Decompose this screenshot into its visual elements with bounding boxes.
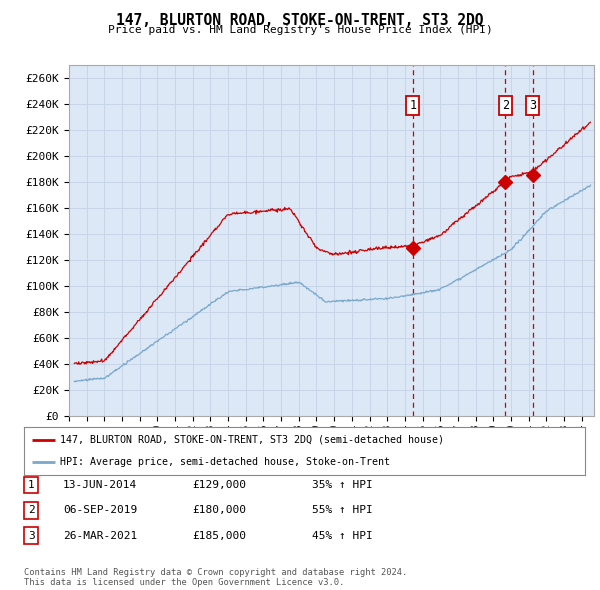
- Text: 3: 3: [28, 531, 35, 540]
- Text: 1: 1: [28, 480, 35, 490]
- Text: £180,000: £180,000: [192, 506, 246, 515]
- Text: £185,000: £185,000: [192, 531, 246, 540]
- Text: 13-JUN-2014: 13-JUN-2014: [63, 480, 137, 490]
- Text: 35% ↑ HPI: 35% ↑ HPI: [312, 480, 373, 490]
- Text: 45% ↑ HPI: 45% ↑ HPI: [312, 531, 373, 540]
- Text: HPI: Average price, semi-detached house, Stoke-on-Trent: HPI: Average price, semi-detached house,…: [61, 457, 391, 467]
- Text: 2: 2: [502, 99, 509, 112]
- Text: 2: 2: [28, 506, 35, 515]
- Text: 1: 1: [409, 99, 416, 112]
- Text: 55% ↑ HPI: 55% ↑ HPI: [312, 506, 373, 515]
- Text: 3: 3: [529, 99, 536, 112]
- Text: 06-SEP-2019: 06-SEP-2019: [63, 506, 137, 515]
- Text: Contains HM Land Registry data © Crown copyright and database right 2024.
This d: Contains HM Land Registry data © Crown c…: [24, 568, 407, 587]
- Text: 26-MAR-2021: 26-MAR-2021: [63, 531, 137, 540]
- Text: Price paid vs. HM Land Registry's House Price Index (HPI): Price paid vs. HM Land Registry's House …: [107, 25, 493, 35]
- Text: £129,000: £129,000: [192, 480, 246, 490]
- Text: 147, BLURTON ROAD, STOKE-ON-TRENT, ST3 2DQ: 147, BLURTON ROAD, STOKE-ON-TRENT, ST3 2…: [116, 13, 484, 28]
- Text: 147, BLURTON ROAD, STOKE-ON-TRENT, ST3 2DQ (semi-detached house): 147, BLURTON ROAD, STOKE-ON-TRENT, ST3 2…: [61, 435, 445, 445]
